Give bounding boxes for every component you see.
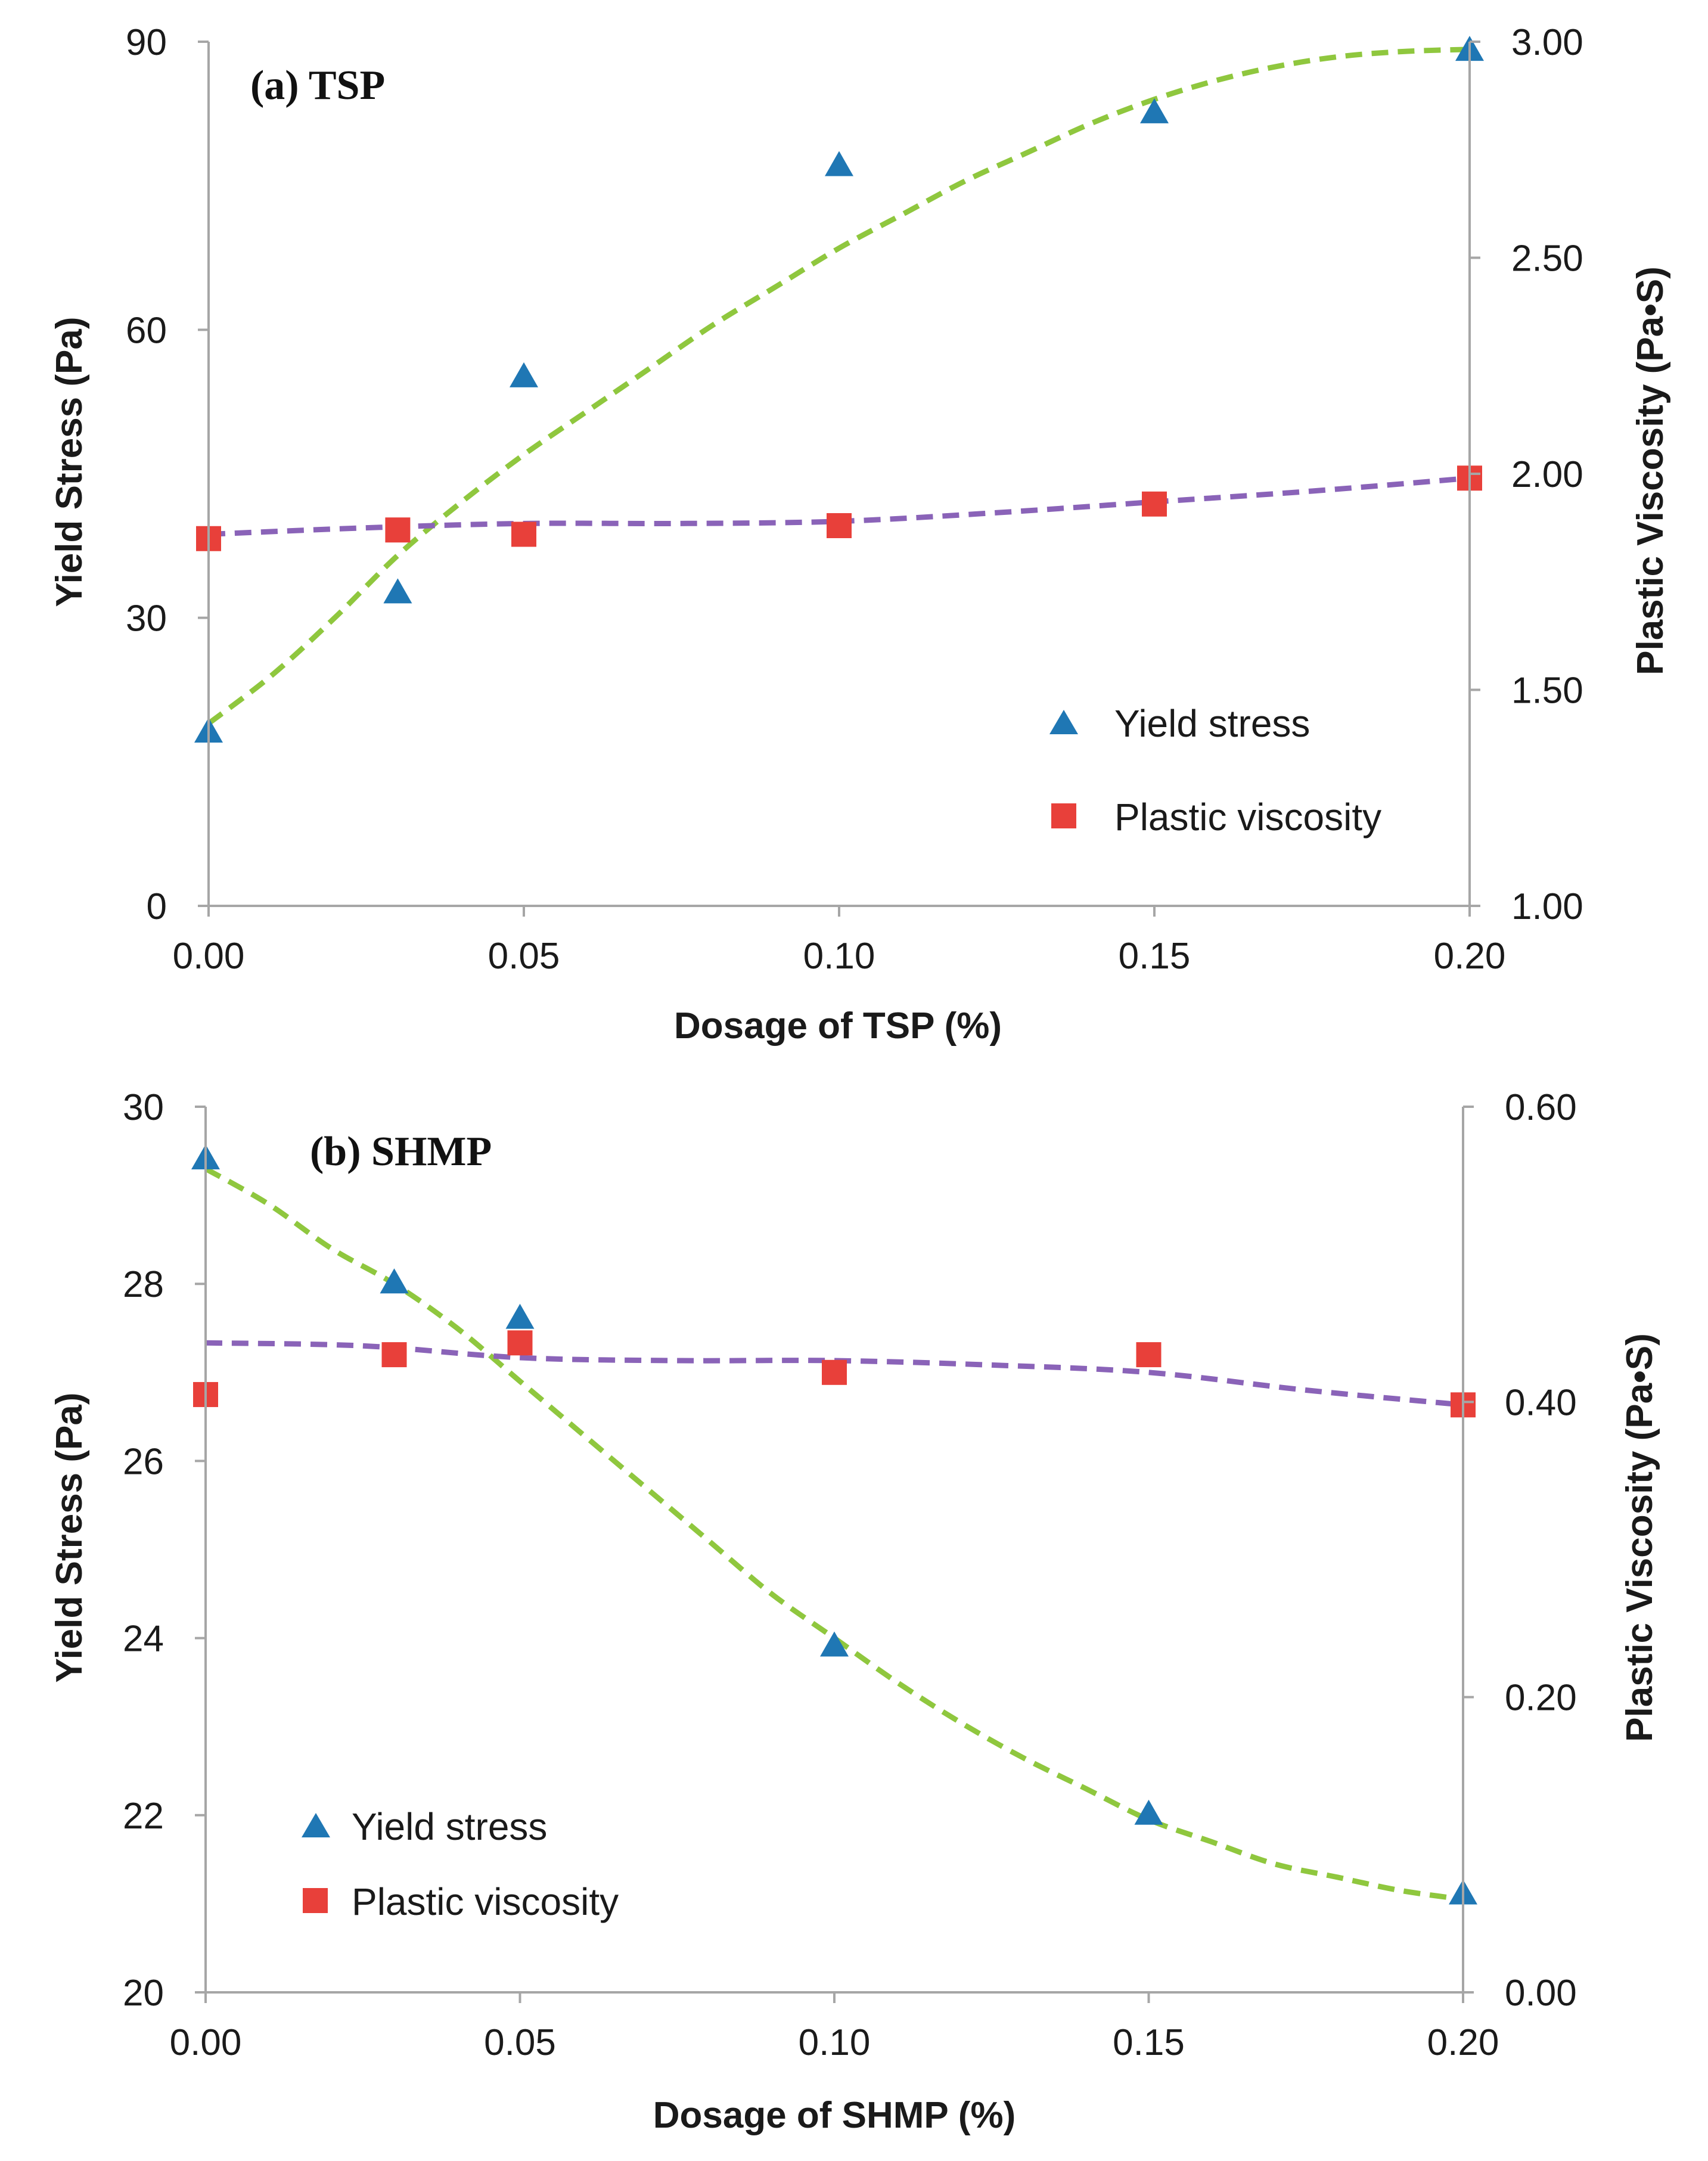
x-axis-title: Dosage of TSP (%) (674, 1005, 1002, 1047)
y-right-tick-label: 0.20 (1505, 1678, 1577, 1719)
legend-label-yield-stress: Yield stress (352, 1805, 547, 1848)
yield-stress-point (383, 578, 412, 604)
plastic-viscosity-point (511, 521, 536, 547)
x-tick-label: 0.15 (1113, 2022, 1185, 2063)
y-right-tick-label: 2.50 (1511, 238, 1583, 280)
y-left-tick-label: 60 (126, 310, 167, 351)
y-right-tick-label: 0.60 (1505, 1087, 1577, 1128)
legend-square-marker (303, 1888, 328, 1913)
y-left-tick-label: 0 (147, 886, 167, 927)
x-tick-label: 0.20 (1427, 2022, 1499, 2063)
y-right-tick-label: 1.50 (1511, 670, 1583, 712)
legend: Yield stress Plastic viscosity (302, 1805, 619, 1923)
y-right-tick-label: 0.40 (1505, 1382, 1577, 1423)
yield-stress-point (505, 1303, 535, 1329)
legend-square-marker (1051, 803, 1076, 828)
yield-stress-point (820, 1631, 849, 1657)
plastic-viscosity-point (507, 1330, 533, 1356)
plastic-viscosity-point (381, 1342, 407, 1368)
plastic-viscosity-point (827, 513, 852, 538)
plastic-viscosity-trend-line (205, 1340, 1464, 1408)
axes: 0.00 0.05 0.10 0.15 0.20 0 30 60 90 1.00 1.50 2.00 2… (126, 22, 1583, 977)
legend: Yield stress Plastic viscosity (1049, 702, 1381, 839)
y-right-tick-label: 1.00 (1511, 886, 1583, 927)
y-left-tick-label: 24 (123, 1619, 164, 1660)
yield-stress-point (510, 362, 538, 387)
y-right-tick-label: 3.00 (1511, 22, 1583, 63)
y-left-tick-label: 30 (126, 598, 167, 639)
y-left-tick-label: 28 (123, 1264, 164, 1305)
y-left-tick-label: 26 (123, 1441, 164, 1482)
y-left-tick-label: 30 (123, 1087, 164, 1128)
x-axis-title: Dosage of SHMP (%) (653, 2095, 1016, 2136)
plastic-viscosity-point (385, 517, 411, 543)
yield-stress-point (825, 151, 853, 176)
y-right-tick-label: 2.00 (1511, 454, 1583, 495)
yield-stress-point (1134, 1799, 1163, 1825)
axes: 0.00 0.05 0.10 0.15 0.202022242628300.000.20… (123, 1087, 1577, 2063)
y-left-tick-label: 22 (123, 1796, 164, 1837)
x-tick-label: 0.00 (173, 936, 245, 977)
y-axis-title-right: Plastic Viscosity (Pa•S) (1619, 1333, 1660, 1742)
x-tick-label: 0.05 (484, 2022, 556, 2063)
chart-panel-b: 0.00 0.05 0.10 0.15 0.202022242628300.000.20… (49, 1087, 1660, 2136)
data-markers (194, 36, 1484, 743)
y-axis-title-left: Yield Stress (Pa) (49, 1392, 90, 1682)
y-axis-title-right: Plastic Viscosity (Pa•S) (1630, 266, 1671, 675)
x-tick-label: 0.15 (1119, 936, 1191, 977)
y-right-tick-label: 0.00 (1505, 1973, 1577, 2014)
legend-triangle-marker (1049, 710, 1078, 734)
x-tick-label: 0.20 (1434, 936, 1506, 977)
plastic-viscosity-point (822, 1359, 847, 1385)
x-tick-label: 0.10 (799, 2022, 871, 2063)
y-left-tick-label: 90 (126, 22, 167, 63)
panel-title: (a) TSP (250, 63, 385, 108)
chart-panel-a: 0.00 0.05 0.10 0.15 0.20 0 30 60 90 1.00 1.50 2.00 2… (49, 22, 1671, 1047)
legend-label-plastic-viscosity: Plastic viscosity (1114, 796, 1381, 839)
plastic-viscosity-point (1136, 1342, 1162, 1368)
plastic-viscosity-point (1142, 491, 1167, 517)
yield-stress-point (1140, 98, 1169, 123)
x-tick-label: 0.05 (488, 936, 560, 977)
legend-triangle-marker (302, 1813, 330, 1837)
x-tick-label: 0.00 (170, 2022, 242, 2063)
panel-title: (b) SHMP (310, 1129, 492, 1175)
y-axis-title-left: Yield Stress (Pa) (49, 316, 90, 607)
y-left-tick-label: 20 (123, 1973, 164, 2014)
legend-label-plastic-viscosity: Plastic viscosity (352, 1880, 619, 1923)
trend-lines (207, 46, 1470, 726)
yield-stress-trend-line (207, 46, 1470, 726)
x-tick-label: 0.10 (803, 936, 875, 977)
legend-label-yield-stress: Yield stress (1114, 702, 1310, 745)
data-markers (191, 1144, 1477, 1905)
yield-stress-point (380, 1268, 409, 1294)
